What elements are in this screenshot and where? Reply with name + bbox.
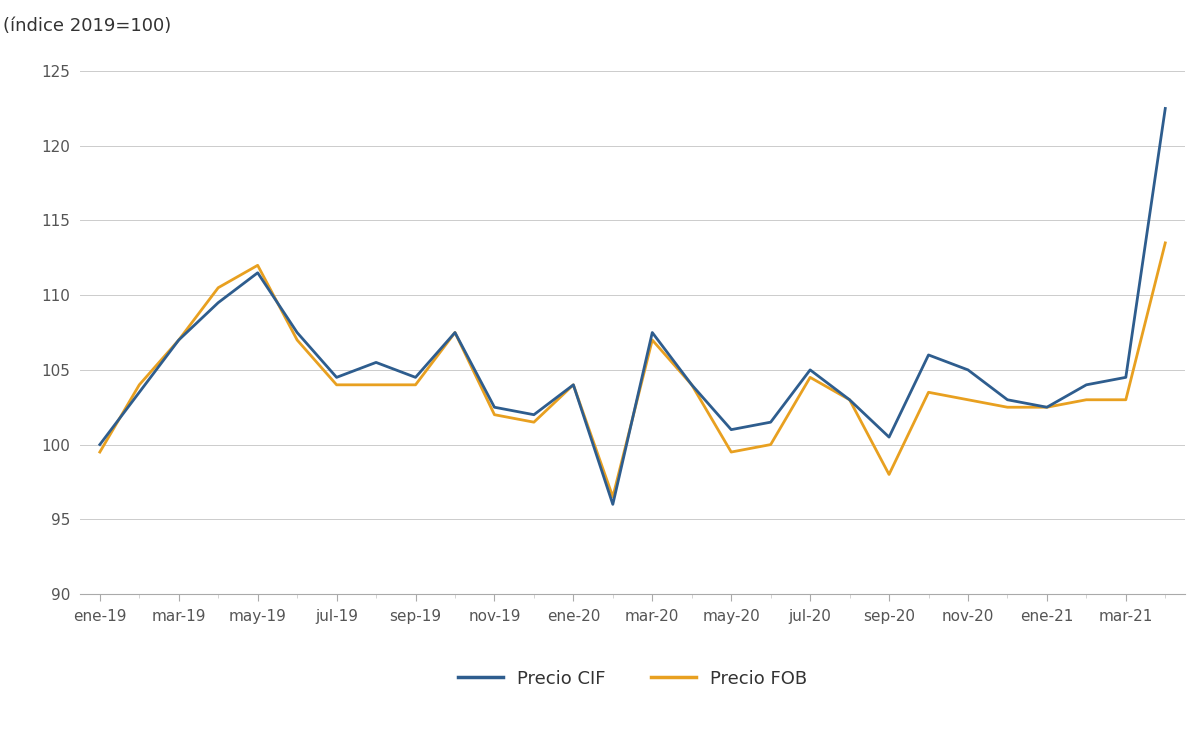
Precio FOB: [1079, 396, 1093, 405]
Precio CIF: [290, 328, 305, 337]
Precio CIF: [566, 381, 581, 390]
Precio FOB: [448, 328, 462, 337]
Precio CIF: [763, 417, 778, 426]
Line: Precio FOB: Precio FOB: [100, 243, 1165, 497]
Precio CIF: [527, 410, 541, 419]
Precio FOB: [527, 417, 541, 426]
Precio CIF: [368, 358, 383, 367]
Precio CIF: [842, 396, 857, 405]
Precio FOB: [211, 284, 226, 293]
Precio FOB: [961, 396, 976, 405]
Precio CIF: [1079, 381, 1093, 390]
Precio CIF: [487, 403, 502, 412]
Precio FOB: [172, 335, 186, 344]
Precio FOB: [1001, 403, 1015, 412]
Precio FOB: [882, 470, 896, 479]
Precio FOB: [487, 410, 502, 419]
Precio CIF: [329, 373, 343, 382]
Precio FOB: [684, 381, 698, 390]
Precio CIF: [724, 425, 738, 434]
Precio CIF: [251, 268, 265, 277]
Precio FOB: [763, 440, 778, 449]
Precio CIF: [606, 500, 620, 509]
Precio FOB: [803, 373, 817, 382]
Precio CIF: [1001, 396, 1015, 405]
Precio CIF: [961, 365, 976, 374]
Precio FOB: [329, 381, 343, 390]
Precio CIF: [882, 432, 896, 441]
Precio CIF: [448, 328, 462, 337]
Precio FOB: [646, 335, 660, 344]
Precio CIF: [646, 328, 660, 337]
Precio FOB: [606, 493, 620, 502]
Precio CIF: [922, 350, 936, 359]
Precio CIF: [92, 440, 107, 449]
Line: Precio CIF: Precio CIF: [100, 108, 1165, 505]
Precio FOB: [922, 388, 936, 397]
Precio FOB: [92, 447, 107, 456]
Precio FOB: [368, 381, 383, 390]
Precio FOB: [251, 261, 265, 270]
Precio CIF: [684, 381, 698, 390]
Precio FOB: [1118, 396, 1133, 405]
Precio CIF: [1158, 104, 1172, 113]
Precio CIF: [803, 365, 817, 374]
Precio FOB: [842, 396, 857, 405]
Precio FOB: [724, 447, 738, 456]
Precio FOB: [132, 381, 146, 390]
Precio FOB: [1039, 403, 1054, 412]
Precio CIF: [172, 335, 186, 344]
Precio CIF: [1118, 373, 1133, 382]
Precio CIF: [132, 388, 146, 397]
Precio FOB: [566, 381, 581, 390]
Precio FOB: [290, 335, 305, 344]
Precio CIF: [211, 298, 226, 307]
Precio FOB: [1158, 238, 1172, 247]
Precio CIF: [408, 373, 422, 382]
Text: (índice 2019=100): (índice 2019=100): [2, 17, 172, 35]
Precio FOB: [408, 381, 422, 390]
Legend: Precio CIF, Precio FOB: Precio CIF, Precio FOB: [450, 663, 815, 695]
Precio CIF: [1039, 403, 1054, 412]
